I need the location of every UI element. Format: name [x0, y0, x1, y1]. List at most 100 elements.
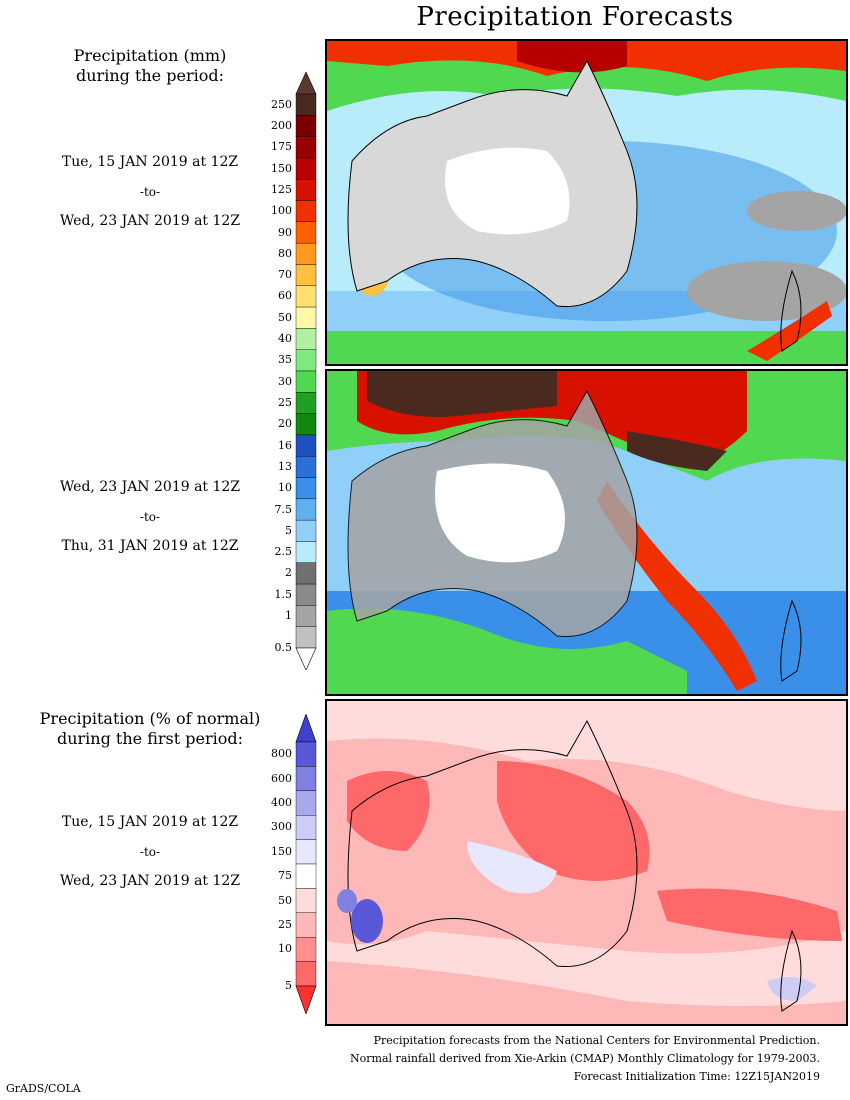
mm-colorbar-swatch [295, 157, 317, 180]
pct-header: Precipitation (% of normal) during the f… [0, 709, 300, 749]
mm-colorbar-label: 1.5 [274, 587, 293, 601]
mm-colorbar-svg [295, 72, 317, 670]
mm-colorbar-swatch [295, 541, 317, 563]
precip-map-period2 [325, 369, 848, 696]
mm-colorbar-label: 25 [278, 395, 292, 409]
page-title: Precipitation Forecasts [416, 2, 734, 32]
mm-colorbar-label: 7.5 [274, 502, 293, 516]
pct-header-line2: during the first period: [56, 729, 244, 748]
precip-pct-map-svg [327, 701, 846, 1024]
mm-colorbar-label: 16 [278, 438, 292, 452]
mm-header: Precipitation (mm) during the period: [0, 46, 300, 86]
mm-colorbar-swatch [295, 477, 317, 500]
mm-colorbar-top-arrow [295, 72, 317, 95]
pct-colorbar-swatch [295, 912, 317, 938]
pct-start: Tue, 15 JAN 2019 at 12Z [61, 814, 239, 830]
mm-colorbar-swatch [295, 562, 317, 585]
mm-colorbar-swatch [295, 200, 317, 223]
pct-colorbar-top-arrow [295, 714, 317, 743]
pct-colorbar-swatch [295, 839, 317, 865]
period1-start: Tue, 15 JAN 2019 at 12Z [61, 154, 239, 170]
mm-colorbar-label: 1 [285, 609, 292, 623]
pct-colorbar-swatch [295, 814, 317, 840]
pct-colorbar-swatch [295, 888, 317, 913]
pct-colorbar-swatch [295, 741, 317, 767]
mm-colorbar-label: 30 [278, 374, 292, 388]
mm-colorbar-label: 90 [278, 225, 292, 239]
pct-colorbar-label: 25 [278, 918, 292, 931]
mm-colorbar-label: 2.5 [274, 545, 293, 559]
mm-colorbar-label: 175 [271, 140, 292, 154]
mm-colorbar: 250 200 175 150 125 100 90 80 70 60 50 40 35 30 25 20 16… [250, 72, 320, 670]
mm-colorbar-label: 125 [271, 182, 292, 196]
period2-end: Thu, 31 JAN 2019 at 12Z [61, 538, 239, 554]
period1-to: -to- [139, 185, 161, 199]
mm-colorbar-label: 13 [278, 459, 292, 473]
footer-line1: Precipitation forecasts from the Nationa… [373, 1034, 820, 1047]
pct-colorbar-bottom-arrow [295, 985, 317, 1014]
pct-colorbar-svg [295, 714, 317, 1014]
mm-colorbar-swatch [295, 179, 317, 201]
pct-colorbar-label: 5 [285, 979, 292, 992]
mm-colorbar-swatch [295, 264, 317, 286]
pct-colorbar-label: 150 [271, 844, 292, 858]
mm-colorbar-swatch [295, 285, 317, 308]
mm-colorbar-swatch [295, 221, 317, 244]
precip-map-period1 [325, 39, 848, 366]
period1-end: Wed, 23 JAN 2019 at 12Z [59, 213, 241, 229]
footer-line2: Normal rainfall derived from Xie-Arkin (… [350, 1052, 820, 1065]
pct-colorbar-label: 800 [271, 747, 292, 761]
precip-pct-map [325, 699, 848, 1026]
mm-colorbar-swatch [295, 306, 317, 329]
precip-map-period2-svg [327, 371, 846, 694]
mm-header-line1: Precipitation (mm) [73, 46, 227, 65]
pct-colorbar-swatch [295, 863, 317, 889]
mm-colorbar-label: 70 [278, 268, 292, 282]
mm-colorbar-swatch [295, 349, 317, 372]
mm-colorbar-swatch [295, 583, 317, 606]
mm-colorbar-label: 10 [278, 481, 292, 495]
mm-colorbar-bottom-arrow [295, 647, 317, 670]
pct-header-line1: Precipitation (% of normal) [39, 709, 261, 728]
mm-colorbar-label: 250 [271, 97, 292, 111]
mm-colorbar-label: 60 [278, 289, 292, 303]
mm-colorbar-swatch [295, 136, 317, 159]
mm-colorbar-label: 0.5 [274, 641, 293, 654]
mm-colorbar-label: 5 [285, 523, 292, 537]
mm-colorbar-label: 2 [285, 566, 292, 580]
pct-colorbar-label: 10 [278, 942, 292, 956]
mm-colorbar-swatch [295, 93, 317, 116]
pct-colorbar-swatch [295, 961, 317, 987]
mm-colorbar-swatch [295, 370, 317, 393]
pct-colorbar-label: 50 [278, 893, 292, 907]
mm-colorbar-swatch [295, 392, 317, 414]
mm-colorbar-swatch [295, 434, 317, 457]
mm-colorbar-swatch [295, 626, 317, 649]
mm-colorbar-label: 80 [278, 246, 292, 260]
mm-colorbar-swatch [295, 498, 317, 521]
period2-to: -to- [139, 510, 161, 524]
mm-colorbar-swatch [295, 413, 317, 436]
precip-map-period1-svg [327, 41, 846, 364]
mm-colorbar-label: 40 [278, 332, 292, 346]
mm-colorbar-swatch [295, 456, 317, 478]
pct-colorbar: 800 600 400 300 150 75 50 25 10 5 [250, 714, 320, 1014]
mm-colorbar-swatch [295, 519, 317, 542]
pct-colorbar-swatch [295, 936, 317, 962]
mm-colorbar-swatch [295, 242, 317, 265]
mm-colorbar-swatch [295, 605, 317, 627]
mm-colorbar-label: 150 [271, 161, 292, 175]
pct-colorbar-swatch [295, 790, 317, 816]
footer-line3: Forecast Initialization Time: 12Z15JAN20… [573, 1070, 820, 1083]
mm-colorbar-label: 50 [278, 310, 292, 324]
credit: GrADS/COLA [6, 1082, 81, 1095]
mm-colorbar-label: 35 [278, 353, 292, 367]
mm-colorbar-swatch [295, 328, 317, 350]
pct-end: Wed, 23 JAN 2019 at 12Z [59, 873, 241, 889]
pct-colorbar-label: 75 [278, 869, 292, 883]
period2-start: Wed, 23 JAN 2019 at 12Z [59, 479, 241, 495]
mm-colorbar-swatch [295, 115, 317, 137]
pct-colorbar-swatch [295, 766, 317, 792]
pct-colorbar-label: 600 [271, 771, 292, 785]
mm-colorbar-label: 20 [278, 417, 292, 431]
